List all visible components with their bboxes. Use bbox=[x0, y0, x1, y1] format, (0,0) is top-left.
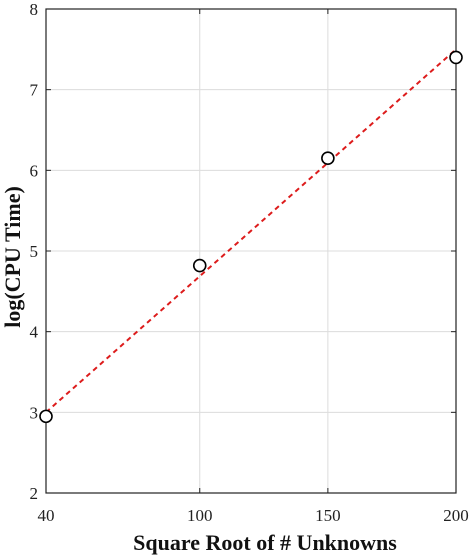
y-tick-label-5: 7 bbox=[30, 81, 39, 100]
fit-line bbox=[45, 48, 457, 414]
x-tick-label-0: 40 bbox=[38, 506, 55, 525]
y-tick-label-4: 6 bbox=[30, 161, 39, 180]
data-point-2 bbox=[321, 151, 335, 166]
y-axis-ticks: 2 3 4 5 6 7 8 bbox=[30, 0, 456, 503]
x-axis-label: Square Root of # Unknowns bbox=[133, 530, 397, 555]
data-point-0 bbox=[39, 409, 53, 424]
data-point-1 bbox=[192, 258, 207, 273]
y-tick-label-6: 8 bbox=[30, 0, 39, 19]
y-tick-label-2: 4 bbox=[30, 323, 39, 342]
x-tick-label-1: 100 bbox=[187, 506, 213, 525]
series-layer bbox=[39, 48, 463, 424]
x-axis-ticks: 40 100 150 200 bbox=[38, 9, 469, 525]
y-tick-label-0: 2 bbox=[30, 484, 39, 503]
x-tick-label-2: 150 bbox=[315, 506, 341, 525]
y-axis-label: log(CPU Time) bbox=[0, 186, 25, 328]
y-tick-label-1: 3 bbox=[30, 403, 39, 422]
y-tick-label-3: 5 bbox=[30, 242, 39, 261]
data-point-3 bbox=[449, 50, 463, 65]
x-tick-label-3: 200 bbox=[443, 506, 469, 525]
